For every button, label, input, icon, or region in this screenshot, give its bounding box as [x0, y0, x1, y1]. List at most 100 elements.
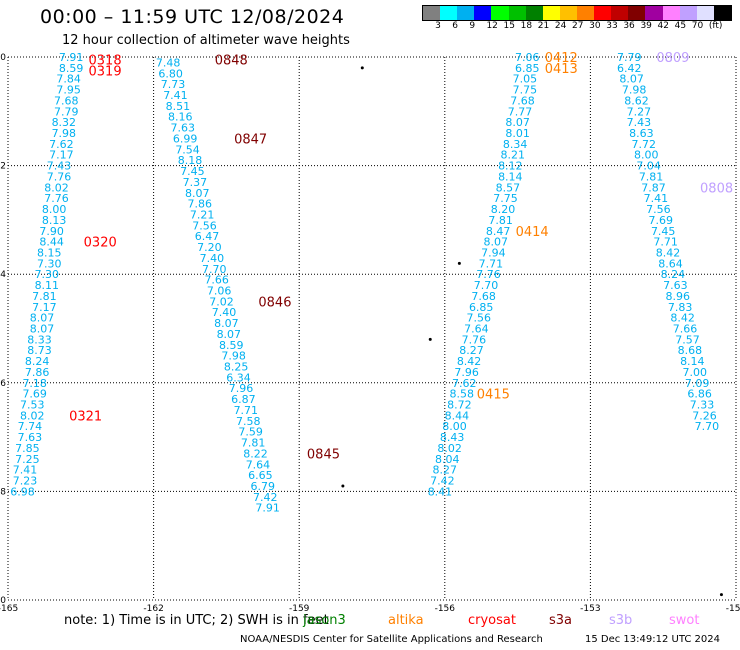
- satellite-label: altika: [388, 613, 424, 628]
- pass-time-label: 0846: [258, 295, 291, 310]
- wave-height-label: 8.72: [447, 399, 472, 412]
- legend-swatch: [491, 6, 509, 20]
- wave-height-label: 7.54: [175, 143, 200, 156]
- wave-height-label: 7.64: [464, 323, 489, 336]
- x-tick-label: -159: [289, 604, 310, 614]
- wave-height-label: 7.70: [695, 420, 720, 433]
- legend-label: 45: [674, 21, 687, 31]
- wave-height-label: 7.59: [238, 426, 263, 439]
- wave-height-label: 7.71: [653, 236, 678, 249]
- wave-height-label: 7.45: [180, 165, 205, 178]
- satellite-label: cryosat: [468, 613, 516, 628]
- y-tick-label: -8: [0, 487, 6, 497]
- legend-label: 3: [435, 21, 441, 31]
- wave-height-label: 7.66: [673, 323, 698, 336]
- x-tick-label: -150: [726, 604, 740, 614]
- wave-height-label: 8.01: [505, 127, 530, 140]
- wave-height-label: 7.33: [690, 399, 715, 412]
- wave-height-label: 8.07: [619, 73, 644, 86]
- wave-height-label: 7.09: [685, 377, 710, 390]
- wave-height-label: 8.12: [498, 160, 523, 173]
- wave-height-label: 8.07: [185, 187, 210, 200]
- wave-height-label: 6.34: [226, 371, 251, 384]
- wave-height-label: 8.07: [30, 323, 55, 336]
- wave-height-label: 7.26: [692, 409, 717, 422]
- wave-height-label: 7.21: [190, 208, 215, 221]
- x-tick-label: -165: [0, 604, 18, 614]
- wave-height-label: 8.63: [629, 127, 654, 140]
- satellite-label: s3a: [549, 613, 573, 628]
- wave-height-label: 7.00: [682, 366, 707, 379]
- pass-time-label: 0319: [89, 65, 122, 80]
- wave-height-label: 8.24: [25, 355, 50, 368]
- wave-height-label: 7.81: [639, 170, 664, 183]
- wave-height-label: 7.56: [646, 203, 671, 216]
- wave-height-label: 8.59: [59, 62, 84, 75]
- wave-height-label: 8.33: [27, 333, 52, 346]
- wave-height-label: 8.42: [656, 246, 681, 259]
- legend-swatch: [713, 6, 731, 20]
- wave-height-label: 7.75: [493, 192, 518, 205]
- y-tick-label: -2: [0, 162, 6, 172]
- legend-label: 30: [589, 21, 601, 31]
- legend-swatch: [628, 6, 646, 20]
- legend-label: (ft): [708, 21, 723, 31]
- legend-swatch: [423, 6, 441, 20]
- legend-label: 6: [452, 21, 458, 31]
- legend-label: 18: [520, 21, 533, 31]
- legend-swatch: [576, 6, 595, 20]
- wave-height-label: 7.96: [229, 382, 254, 395]
- wave-height-label: 8.59: [219, 339, 244, 352]
- wave-height-label: 7.76: [476, 268, 501, 281]
- wave-height-label: 7.91: [59, 51, 84, 64]
- legend-swatch: [645, 6, 663, 20]
- wave-height-label: 6.87: [231, 393, 256, 406]
- wave-height-label: 7.74: [18, 420, 43, 433]
- satellite-label: jason3: [303, 613, 346, 628]
- wave-height-label: 7.81: [241, 437, 266, 450]
- wave-height-label: 7.27: [627, 105, 652, 118]
- legend-label: 39: [640, 21, 652, 31]
- wave-height-label: 7.73: [161, 78, 186, 91]
- wave-height-label: 7.76: [44, 192, 69, 205]
- legend-label: 36: [623, 21, 635, 31]
- wave-height-label: 6.42: [617, 62, 642, 75]
- wave-height-label: 8.15: [37, 246, 62, 259]
- wave-height-label: 7.20: [197, 241, 222, 254]
- wave-height-label: 7.71: [479, 257, 504, 270]
- pass-time-label: 0848: [215, 54, 248, 69]
- wave-height-label: 7.62: [452, 377, 477, 390]
- wave-height-label: 8.22: [243, 447, 268, 460]
- wave-height-label: 7.23: [13, 475, 38, 488]
- wave-height-label: 8.07: [484, 236, 509, 249]
- wave-height-label: 7.68: [510, 94, 535, 107]
- wave-height-label: 7.30: [37, 257, 62, 270]
- wave-height-label: 7.68: [471, 290, 496, 303]
- satellite-label: s3b: [609, 613, 633, 628]
- wave-height-label: 7.17: [32, 301, 57, 314]
- wave-height-label: 8.43: [440, 431, 465, 444]
- wave-height-label: 7.62: [49, 138, 74, 151]
- footnote: note: 1) Time is in UTC; 2) SWH is in fe…: [64, 613, 329, 628]
- wave-height-label: 8.34: [503, 138, 528, 151]
- wave-height-label: 7.02: [209, 295, 234, 308]
- color-legend: [422, 5, 732, 21]
- legend-label: 21: [537, 21, 550, 31]
- pass-time-label: 0847: [234, 132, 267, 147]
- wave-height-label: 8.68: [678, 344, 703, 357]
- wave-height-label: 7.63: [170, 122, 195, 135]
- wave-height-label: 8.18: [178, 154, 203, 167]
- wave-height-label: 7.40: [200, 252, 225, 265]
- wave-height-label: 8.14: [498, 170, 523, 183]
- wave-height-label: 7.41: [163, 89, 188, 102]
- wave-height-label: 7.81: [32, 290, 57, 303]
- wave-height-label: 6.86: [687, 388, 712, 401]
- wave-height-label: 7.63: [663, 279, 688, 292]
- wave-height-label: 8.02: [20, 409, 45, 422]
- wave-height-label: 7.76: [47, 170, 72, 183]
- y-tick-label: -4: [0, 270, 6, 280]
- wave-height-label: 7.69: [649, 214, 674, 227]
- legend-swatch: [525, 6, 543, 20]
- wave-height-label: 7.83: [668, 301, 693, 314]
- wave-height-label: 7.90: [39, 225, 64, 238]
